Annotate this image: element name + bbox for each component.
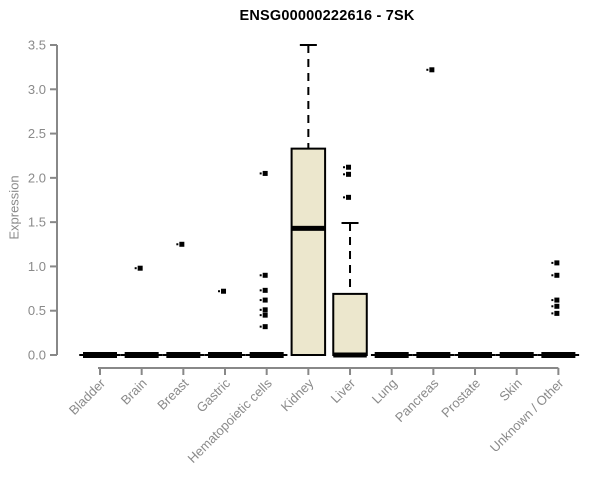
zero-box-bar — [499, 352, 534, 358]
outlier-point — [262, 324, 268, 330]
y-tick-label: 3.5 — [28, 38, 46, 53]
box — [332, 292, 368, 356]
x-tick-label: Skin — [496, 376, 524, 404]
outlier-point-dash — [343, 166, 346, 169]
outlier-point — [346, 194, 352, 200]
outlier-point — [346, 164, 352, 170]
zero-box-bar — [166, 352, 201, 358]
outlier-point-dash — [259, 308, 262, 311]
outlier-point — [554, 303, 560, 309]
chart-title: ENSG00000222616 - 7SK — [239, 8, 415, 24]
outlier-point-dash — [343, 173, 346, 176]
x-tick-label: Pancreas — [392, 375, 442, 425]
outlier-point-dash — [259, 314, 262, 317]
x-tick-label: Lung — [369, 376, 400, 407]
outlier-point-dash — [259, 325, 262, 328]
x-tick-label: Kidney — [278, 375, 317, 414]
outlier-point — [554, 297, 560, 303]
outlier-point — [429, 67, 435, 73]
outlier-point-dash — [259, 274, 262, 277]
x-tick-label: Liver — [328, 375, 359, 406]
zero-box-bar — [458, 352, 493, 358]
outlier-point — [262, 170, 268, 176]
outlier-point — [262, 272, 268, 278]
y-tick-label: 3.0 — [28, 82, 46, 97]
x-tick-label: Prostate — [438, 376, 483, 421]
y-tick-label: 0.0 — [28, 348, 46, 363]
x-tick-label: Bladder — [66, 375, 109, 418]
outlier-point — [221, 288, 227, 294]
y-tick-label: 1.0 — [28, 259, 46, 274]
outlier-point — [262, 287, 268, 293]
outlier-point — [262, 312, 268, 318]
outlier-point-dash — [551, 312, 554, 315]
median-line — [291, 225, 326, 231]
outlier-point-dash — [259, 172, 262, 175]
x-tick-label: Brain — [118, 376, 150, 408]
outlier-point — [554, 272, 560, 278]
zero-box-bar — [374, 352, 409, 358]
outlier-point-dash — [551, 299, 554, 302]
outlier-point-dash — [134, 267, 137, 270]
y-tick-label: 1.5 — [28, 215, 46, 230]
outlier-point-dash — [551, 274, 554, 277]
box — [290, 147, 327, 356]
outlier-point-dash — [551, 305, 554, 308]
outlier-point-dash — [259, 289, 262, 292]
y-tick-label: 2.5 — [28, 126, 46, 141]
zero-box-bar — [208, 352, 243, 358]
outlier-point — [262, 307, 268, 313]
outlier-point-dash — [218, 290, 221, 293]
outlier-point — [137, 265, 143, 271]
outlier-point-dash — [551, 261, 554, 264]
outlier-point — [554, 260, 560, 266]
outlier-point — [262, 297, 268, 303]
zero-box-bar — [249, 352, 284, 358]
x-tick-label: Gastric — [193, 375, 233, 415]
outlier-point — [179, 241, 185, 247]
median-line — [333, 352, 367, 358]
outlier-point-dash — [426, 68, 429, 71]
outlier-point-dash — [259, 299, 262, 302]
zero-box-bar — [541, 352, 576, 358]
zero-box-bar — [416, 352, 451, 358]
outlier-point-dash — [343, 196, 346, 199]
y-tick-label: 0.5 — [28, 303, 46, 318]
y-tick-label: 2.0 — [28, 170, 46, 185]
outlier-point — [554, 310, 560, 316]
outlier-point-dash — [176, 243, 179, 246]
zero-box-bar — [83, 352, 117, 358]
x-tick-label: Unknown / Other — [487, 375, 567, 455]
zero-box-bar — [124, 352, 159, 358]
outlier-point — [346, 171, 352, 177]
x-tick-label: Breast — [154, 375, 191, 412]
